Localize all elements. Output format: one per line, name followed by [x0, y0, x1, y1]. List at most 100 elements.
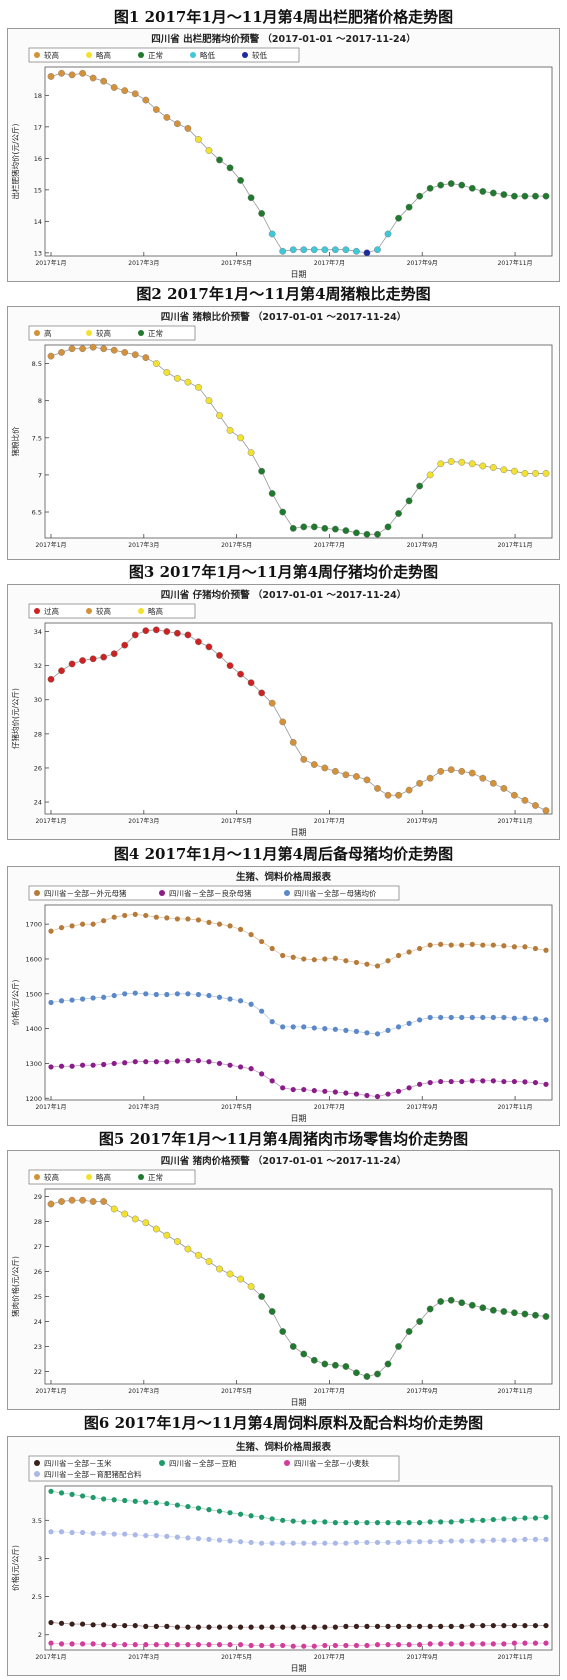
data-point: [448, 1519, 454, 1525]
x-tick-label: 2017年9月: [407, 1653, 438, 1661]
legend-marker: [138, 330, 144, 336]
data-point: [142, 354, 150, 362]
data-point: [121, 1210, 129, 1218]
data-point: [490, 942, 496, 948]
data-point: [153, 991, 159, 998]
data-point: [195, 1251, 202, 1259]
data-point: [237, 434, 244, 442]
data-point: [542, 1313, 550, 1320]
chart-finisher-pig-price: 四川省 出栏肥猪均价预警 （2017-01-01 ～2017-11-24） 较高 略…: [7, 28, 560, 282]
data-point: [280, 1540, 286, 1546]
figure-caption-1: 图1 2017年1月～11月第4周出栏肥猪价格走势图: [113, 8, 454, 26]
x-tick-label: 2017年1月: [35, 1387, 66, 1395]
plot-area: [44, 1188, 553, 1385]
data-point: [58, 998, 65, 1004]
x-tick-label: 2017年5月: [221, 541, 252, 549]
legend-marker: [86, 330, 92, 336]
data-point: [501, 1537, 507, 1543]
data-point: [532, 945, 539, 952]
data-point: [353, 529, 360, 537]
data-point: [511, 1309, 518, 1317]
data-point: [90, 1494, 96, 1501]
y-tick-label: 26: [34, 1268, 42, 1276]
data-point: [131, 631, 139, 639]
data-point: [89, 74, 97, 82]
data-point: [48, 999, 54, 1006]
data-point: [459, 1538, 465, 1544]
data-point: [363, 776, 371, 784]
data-point: [353, 959, 360, 966]
data-point: [163, 628, 171, 635]
data-point: [543, 947, 549, 953]
data-point: [374, 246, 381, 254]
legend-marker: [34, 52, 40, 58]
y-tick-label: 24: [34, 799, 42, 807]
data-point: [322, 1026, 328, 1032]
data-point: [48, 1640, 54, 1646]
data-point: [153, 1642, 159, 1648]
data-point: [227, 1642, 233, 1648]
data-point: [248, 1624, 254, 1630]
x-tick-label: 2017年7月: [314, 817, 345, 825]
chart-piglet-price: 四川省 仔猪均价预警 （2017-01-01 ～2017-11-24） 过高 较高 略…: [7, 584, 560, 840]
data-point: [458, 458, 466, 466]
data-point: [185, 1624, 191, 1630]
legend-marker: [86, 608, 92, 614]
data-point: [226, 164, 234, 172]
data-point: [58, 667, 65, 675]
data-point: [310, 1356, 318, 1364]
y-tick-label: 2: [38, 1631, 42, 1639]
data-point: [153, 1532, 159, 1539]
data-point: [143, 1499, 149, 1505]
chart-pig-grain-ratio: 四川省 猪粮比价预警 （2017-01-01 ～2017-11-24） 高 较高 正常…: [7, 306, 560, 560]
chart-title: 四川省 仔猪均价预警 （2017-01-01 ～2017-11-24）: [161, 589, 406, 601]
legend-marker: [86, 1174, 92, 1180]
data-point: [522, 1015, 528, 1021]
data-point: [384, 523, 392, 531]
data-point: [532, 1016, 539, 1022]
data-point: [101, 1622, 107, 1628]
data-point: [280, 1085, 286, 1091]
data-point: [543, 1622, 549, 1629]
data-point: [331, 525, 339, 533]
data-point: [489, 189, 497, 197]
data-point: [406, 1520, 412, 1526]
data-point: [58, 349, 65, 356]
x-tick-label: 2017年1月: [35, 259, 66, 267]
y-tick-label: 8.5: [32, 360, 42, 368]
data-point: [343, 1520, 349, 1526]
data-point: [438, 1641, 444, 1647]
y-tick-label: 34: [34, 628, 42, 636]
data-point: [480, 1078, 486, 1084]
y-tick-label: 8: [38, 397, 42, 405]
data-point: [269, 945, 275, 952]
data-point: [332, 1026, 338, 1032]
data-point: [522, 1536, 528, 1542]
data-point: [468, 1301, 476, 1309]
data-point: [364, 1092, 370, 1099]
data-point: [332, 1520, 338, 1526]
data-point: [364, 1030, 370, 1036]
data-point: [364, 961, 370, 967]
data-point: [301, 1624, 307, 1630]
data-point: [122, 1622, 128, 1629]
data-point: [174, 991, 180, 997]
data-point: [216, 652, 223, 659]
data-point: [69, 1529, 75, 1536]
data-point: [459, 1078, 465, 1085]
chart-title: 四川省 猪肉价格预警 （2017-01-01 ～2017-11-24）: [161, 1155, 406, 1167]
x-tick-label: 2017年5月: [221, 1387, 252, 1395]
x-tick-label: 2017年3月: [128, 1103, 159, 1111]
data-point: [447, 458, 455, 465]
legend-label: 四川省－全部－豆粕: [169, 1458, 237, 1468]
legend-marker: [34, 330, 40, 336]
data-point: [331, 1361, 339, 1369]
data-point: [58, 1641, 65, 1647]
data-point: [353, 1539, 360, 1546]
data-point: [79, 1621, 86, 1627]
legend-box: [28, 47, 300, 63]
data-point: [311, 1519, 317, 1525]
data-point: [311, 1624, 317, 1630]
data-point: [174, 1502, 180, 1508]
y-axis-label: 出栏肥猪均价(元/公斤): [10, 123, 20, 199]
